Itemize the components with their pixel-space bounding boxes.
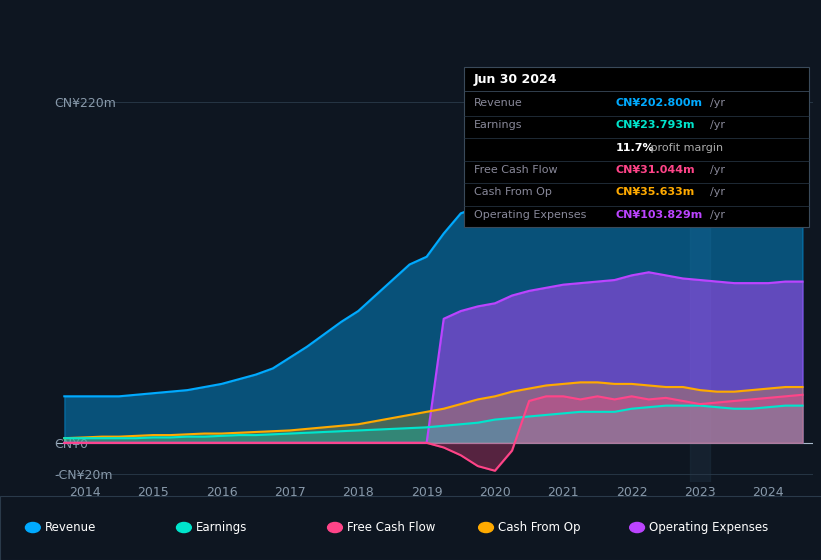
- Text: /yr: /yr: [710, 98, 725, 108]
- Text: Revenue: Revenue: [45, 521, 97, 534]
- Text: profit margin: profit margin: [647, 143, 723, 153]
- Text: Free Cash Flow: Free Cash Flow: [474, 165, 557, 175]
- Text: /yr: /yr: [710, 120, 725, 130]
- Text: Revenue: Revenue: [474, 98, 522, 108]
- Text: /yr: /yr: [710, 188, 725, 198]
- Text: CN¥202.800m: CN¥202.800m: [616, 98, 703, 108]
- Text: Earnings: Earnings: [196, 521, 248, 534]
- Text: CN¥103.829m: CN¥103.829m: [616, 210, 703, 220]
- Text: CN¥31.044m: CN¥31.044m: [616, 165, 695, 175]
- Text: CN¥23.793m: CN¥23.793m: [616, 120, 695, 130]
- Text: Operating Expenses: Operating Expenses: [474, 210, 586, 220]
- Text: /yr: /yr: [710, 165, 725, 175]
- Text: 11.7%: 11.7%: [616, 143, 654, 153]
- Text: Earnings: Earnings: [474, 120, 522, 130]
- Text: CN¥35.633m: CN¥35.633m: [616, 188, 695, 198]
- Text: Free Cash Flow: Free Cash Flow: [347, 521, 436, 534]
- Text: /yr: /yr: [710, 210, 725, 220]
- Text: Cash From Op: Cash From Op: [474, 188, 552, 198]
- Bar: [690, 78, 710, 482]
- Text: Jun 30 2024: Jun 30 2024: [474, 73, 557, 86]
- Text: Operating Expenses: Operating Expenses: [649, 521, 768, 534]
- Text: Cash From Op: Cash From Op: [498, 521, 580, 534]
